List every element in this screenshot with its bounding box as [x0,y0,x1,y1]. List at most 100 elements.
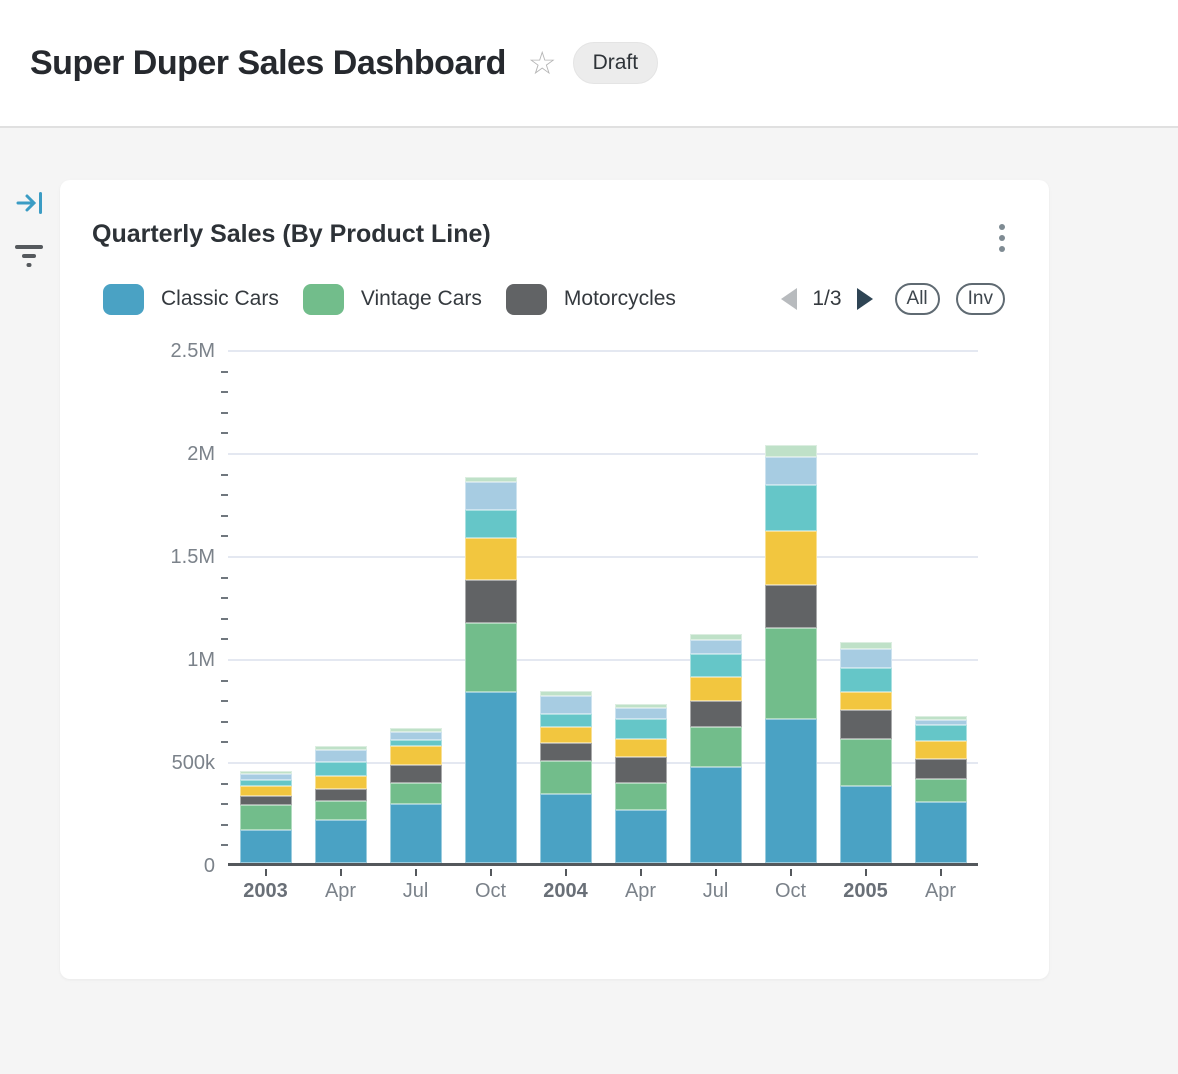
bar-segment-motorcycles[interactable] [389,765,442,784]
bar-segment-unlabeled-yellow[interactable] [314,775,367,790]
bar-segment-vintage-cars[interactable] [764,627,817,720]
bar-segment-vintage-cars[interactable] [689,726,742,768]
y-axis-minor-tick [221,514,228,517]
stacked-bar-oct-3[interactable] [464,477,517,863]
bar-segment-classic-cars[interactable] [389,804,442,863]
bar-segment-unlabeled-light-blue[interactable] [914,719,967,725]
bar-segment-vintage-cars[interactable] [314,801,367,821]
kebab-dot [999,246,1005,252]
bar-segment-classic-cars[interactable] [314,820,367,863]
legend-label: Motorcycles [563,287,676,310]
stacked-bar-apr-1[interactable] [314,746,367,863]
legend-next-button[interactable] [856,288,873,310]
stacked-bar-oct-7[interactable] [764,444,817,863]
bar-segment-unlabeled-light-blue[interactable] [614,707,667,720]
stacked-bar-apr-9[interactable] [914,715,967,863]
stacked-bar-jul-2[interactable] [389,728,442,863]
bar-segment-motorcycles[interactable] [914,759,967,780]
bar-segment-unlabeled-pale-green[interactable] [614,703,667,708]
bar-segment-classic-cars[interactable] [464,692,517,863]
filter-button[interactable] [12,242,46,274]
bar-segment-unlabeled-light-blue[interactable] [464,481,517,510]
bar-segment-classic-cars[interactable] [839,786,892,863]
bar-segment-unlabeled-yellow[interactable] [239,786,292,797]
bar-segment-motorcycles[interactable] [839,709,892,739]
bar-segment-unlabeled-pale-green[interactable] [314,746,367,750]
bar-segment-vintage-cars[interactable] [614,782,667,811]
bar-segment-vintage-cars[interactable] [914,779,967,802]
bar-segment-vintage-cars[interactable] [839,738,892,787]
bar-segment-unlabeled-light-blue[interactable] [689,639,742,655]
invert-selection-button[interactable]: Inv [955,283,1005,315]
bar-segment-unlabeled-yellow[interactable] [839,691,892,710]
bar-segment-unlabeled-yellow[interactable] [464,537,517,580]
y-axis-tick-label: 2M [187,443,215,465]
bar-segment-unlabeled-teal[interactable] [839,667,892,692]
bar-segment-classic-cars[interactable] [689,767,742,863]
favorite-star-icon[interactable]: ☆ [527,45,557,81]
bar-segment-classic-cars[interactable] [614,810,667,863]
bar-segment-vintage-cars[interactable] [539,760,592,794]
bar-segment-unlabeled-yellow[interactable] [614,739,667,758]
bar-segment-unlabeled-pale-green[interactable] [689,633,742,640]
legend-prev-button[interactable] [781,288,798,310]
stacked-bar-apr-5[interactable] [614,703,667,863]
legend-item-classic-cars[interactable]: Classic Cars [103,283,279,315]
select-all-button[interactable]: All [894,283,940,315]
bar-segment-unlabeled-light-blue[interactable] [839,648,892,668]
bar-segment-unlabeled-yellow[interactable] [389,746,442,766]
legend-swatch [302,283,344,315]
bar-segment-unlabeled-pale-green[interactable] [239,771,292,775]
legend-item-vintage-cars[interactable]: Vintage Cars [302,283,482,315]
bar-segment-unlabeled-light-blue[interactable] [389,731,442,740]
bar-segment-unlabeled-pale-green[interactable] [539,690,592,696]
bar-segment-unlabeled-pale-green[interactable] [914,715,967,720]
bar-segment-classic-cars[interactable] [239,830,292,863]
bar-segment-unlabeled-light-blue[interactable] [314,749,367,762]
bar-segment-motorcycles[interactable] [464,579,517,623]
bar-segment-unlabeled-pale-green[interactable] [464,477,517,482]
legend-item-motorcycles[interactable]: Motorcycles [505,283,676,315]
stacked-bar-2003-0[interactable] [239,771,292,863]
bar-segment-motorcycles[interactable] [614,757,667,783]
bar-segment-unlabeled-pale-green[interactable] [839,641,892,649]
bar-segment-vintage-cars[interactable] [389,783,442,805]
bar-segment-unlabeled-teal[interactable] [239,780,292,787]
bar-segment-unlabeled-yellow[interactable] [689,676,742,701]
bar-segment-unlabeled-yellow[interactable] [764,531,817,585]
bar-segment-unlabeled-teal[interactable] [914,724,967,741]
bar-segment-unlabeled-yellow[interactable] [539,727,592,744]
bar-segment-unlabeled-light-blue[interactable] [764,457,817,485]
bar-segment-motorcycles[interactable] [539,743,592,761]
y-axis-minor-tick [221,720,228,723]
bar-segment-unlabeled-light-blue[interactable] [539,695,592,714]
bar-segment-unlabeled-teal[interactable] [539,713,592,728]
bar-segment-unlabeled-light-blue[interactable] [239,774,292,781]
bar-segment-unlabeled-teal[interactable] [689,654,742,677]
bar-segment-unlabeled-teal[interactable] [314,761,367,776]
stacked-bar-2005-8[interactable] [839,641,892,863]
y-axis-minor-tick [221,597,228,600]
bar-segment-unlabeled-teal[interactable] [389,739,442,747]
stacked-bar-jul-6[interactable] [689,633,742,863]
bar-segment-classic-cars[interactable] [539,794,592,863]
bar-segment-unlabeled-pale-green[interactable] [764,444,817,458]
bar-segment-vintage-cars[interactable] [464,622,517,693]
bar-segment-unlabeled-pale-green[interactable] [389,728,442,732]
y-axis-minor-tick [221,823,228,826]
bar-segment-motorcycles[interactable] [689,700,742,727]
bar-segment-motorcycles[interactable] [314,789,367,801]
bar-segment-unlabeled-teal[interactable] [614,719,667,740]
bar-segment-classic-cars[interactable] [764,719,817,863]
bar-segment-unlabeled-teal[interactable] [764,484,817,532]
bar-segment-unlabeled-teal[interactable] [464,509,517,538]
stacked-bar-2004-4[interactable] [539,690,592,863]
bar-segment-vintage-cars[interactable] [239,804,292,831]
bar-segment-unlabeled-yellow[interactable] [914,740,967,760]
bar-segment-classic-cars[interactable] [914,801,967,863]
bar-segment-motorcycles[interactable] [239,796,292,805]
page-title: Super Duper Sales Dashboard [30,43,506,82]
bar-segment-motorcycles[interactable] [764,584,817,628]
sidebar-collapse-button[interactable] [13,188,47,220]
card-menu-button[interactable] [991,221,1013,255]
